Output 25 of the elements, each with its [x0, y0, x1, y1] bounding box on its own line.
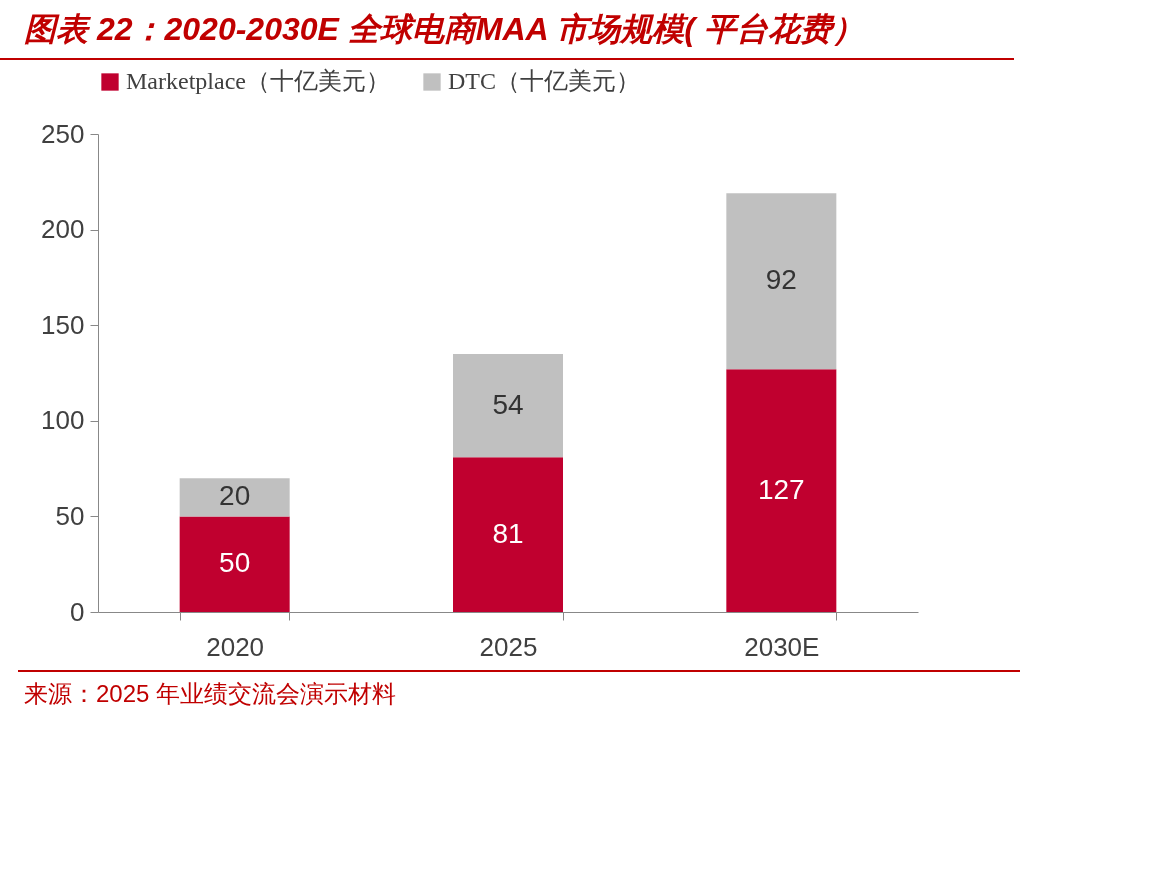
bar [453, 353, 563, 458]
bar [179, 478, 290, 517]
data-label: 20 [219, 480, 251, 512]
x-tick-label: 2025 [479, 631, 538, 662]
data-label: 54 [492, 388, 524, 420]
x-tick-label: 2020 [206, 631, 265, 662]
bar [726, 193, 837, 370]
data-label: 81 [492, 517, 524, 549]
legend-label: Marketplace（十亿美元） [126, 68, 390, 94]
data-label: 92 [765, 264, 797, 296]
source-note: 来源：2025 年业绩交流会演示材料 [18, 670, 1020, 716]
data-label: 50 [219, 547, 251, 579]
bar [453, 457, 563, 612]
chart-title: 图表 22：2020-2030E 全球电商MAA 市场规模( 平台花费） [0, 0, 1014, 60]
y-tick-label: 50 [55, 500, 85, 531]
bar [726, 369, 837, 612]
y-tick-label: 200 [41, 214, 85, 245]
y-tick-label: 0 [70, 596, 85, 627]
data-label: 127 [757, 473, 805, 505]
y-tick-label: 100 [41, 405, 85, 436]
legend-label: DTC（十亿美元） [448, 68, 640, 94]
bar [179, 516, 290, 612]
y-tick-label: 250 [41, 118, 85, 149]
y-tick-label: 150 [41, 309, 85, 340]
x-tick-label: 2030E [744, 631, 820, 662]
